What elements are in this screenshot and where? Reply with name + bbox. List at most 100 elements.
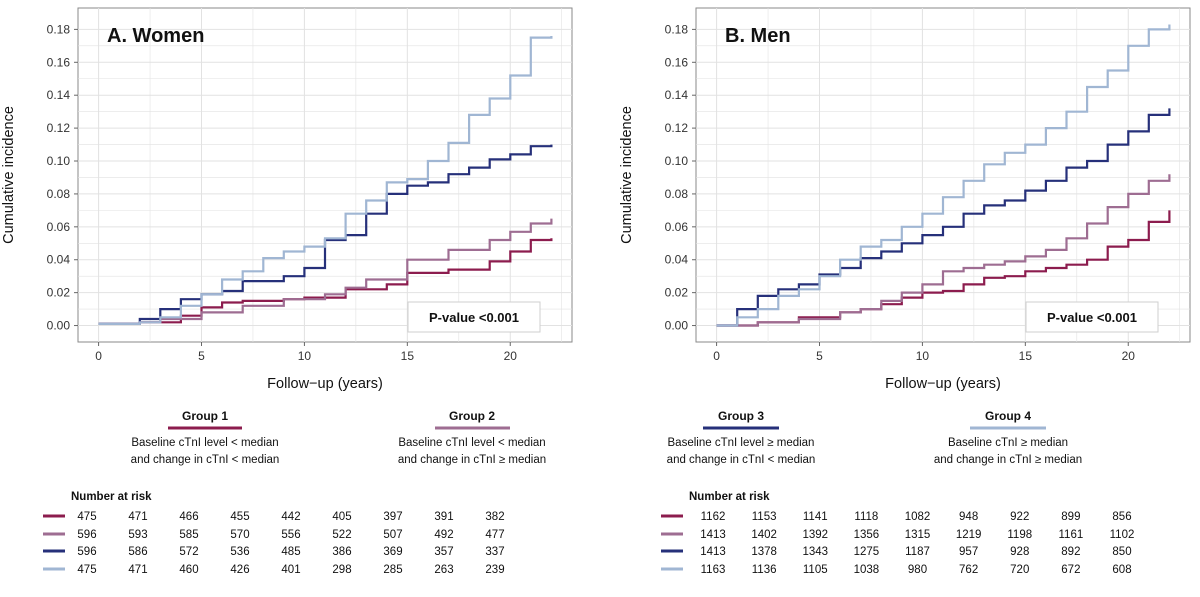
y-tick-label: 0.08 <box>47 187 71 201</box>
risk-cell: 1102 <box>1110 529 1135 541</box>
risk-cell: 442 <box>281 511 300 523</box>
risk-cell: 556 <box>281 529 300 541</box>
risk-cell: 570 <box>230 529 249 541</box>
risk-cell: 386 <box>332 546 351 558</box>
risk-cell: 466 <box>179 511 198 523</box>
risk-cell: 1153 <box>752 511 777 523</box>
risk-cell: 596 <box>77 546 96 558</box>
risk-table-men: Number at risk 1162 1153 1141 1118 1082 948 92… <box>661 491 1134 576</box>
y-tick-label: 0.14 <box>665 88 689 102</box>
legend-group-desc: Baseline cTnI level ≥ median <box>668 437 815 449</box>
x-tick-labels: 0 5 10 15 20 <box>95 342 517 363</box>
risk-cell: 1141 <box>803 511 828 523</box>
x-tick-label: 10 <box>298 349 312 363</box>
y-tick-label: 0.16 <box>665 55 689 69</box>
risk-cell: 1413 <box>700 529 726 541</box>
legend-group-title: Group 3 <box>718 409 764 423</box>
legend-group-desc: and change in cTnI ≥ median <box>398 454 546 466</box>
y-tick-label: 0.02 <box>665 286 689 300</box>
x-tick-label: 10 <box>916 349 930 363</box>
x-tick-label: 0 <box>95 349 102 363</box>
legend-group-4: Group 4 Baseline cTnI ≥ median and chang… <box>934 409 1082 466</box>
series-line-group-2 <box>98 218 553 325</box>
series-line-group-4 <box>98 36 553 325</box>
legend-group-desc: Baseline cTnI ≥ median <box>948 437 1068 449</box>
y-tick-label: 0.10 <box>665 154 689 168</box>
y-tick-label: 0.12 <box>47 121 71 135</box>
risk-cell: 856 <box>1112 511 1131 523</box>
risk-cell: 1136 <box>752 564 777 576</box>
x-tick-label: 5 <box>198 349 205 363</box>
y-axis-label: Cumulative incidence <box>1 106 17 244</box>
x-tick-label: 15 <box>401 349 415 363</box>
risk-cell: 1163 <box>701 564 726 576</box>
risk-cell: 1187 <box>905 546 930 558</box>
series-lines <box>98 36 553 325</box>
risk-cell: 850 <box>1112 546 1131 558</box>
risk-cell: 922 <box>1010 511 1029 523</box>
risk-cell: 492 <box>434 529 453 541</box>
risk-cell: 475 <box>77 564 96 576</box>
series-lines <box>716 24 1171 327</box>
risk-cell: 1038 <box>854 564 880 576</box>
pvalue-text: P-value <0.001 <box>429 310 519 325</box>
panel-title: B. Men <box>725 25 791 47</box>
pvalue-text: P-value <0.001 <box>1047 310 1137 325</box>
risk-cell: 507 <box>383 529 402 541</box>
legend-group-desc: Baseline cTnI level < median <box>398 437 545 449</box>
y-tick-label: 0.06 <box>47 220 71 234</box>
risk-cell: 397 <box>383 511 402 523</box>
risk-cell: 263 <box>434 564 453 576</box>
x-tick-label: 0 <box>713 349 720 363</box>
y-tick-label: 0.00 <box>47 319 71 333</box>
risk-cell: 298 <box>332 564 351 576</box>
legend-group-2: Group 2 Baseline cTnI level < median and… <box>398 409 546 466</box>
y-tick-label: 0.16 <box>47 55 71 69</box>
y-tick-label: 0.04 <box>47 253 71 267</box>
series-line-group-3 <box>716 108 1171 327</box>
risk-cell: 391 <box>434 511 453 523</box>
x-tick-label: 15 <box>1019 349 1033 363</box>
risk-cell: 957 <box>959 546 978 558</box>
legend-group-title: Group 2 <box>449 409 495 423</box>
plot-area <box>695 7 1191 343</box>
risk-cell: 357 <box>434 546 453 558</box>
risk-cell: 593 <box>128 529 147 541</box>
risk-cell: 1198 <box>1007 529 1032 541</box>
risk-cell: 948 <box>959 511 978 523</box>
risk-cell: 608 <box>1112 564 1131 576</box>
risk-cell: 1162 <box>701 511 726 523</box>
legend-group-desc: and change in cTnI < median <box>131 454 280 466</box>
x-tick-label: 5 <box>816 349 823 363</box>
risk-cell: 1219 <box>956 529 982 541</box>
risk-cell: 1413 <box>700 546 726 558</box>
panel-men: B. Men P-value <0.001 0.000.020.040.060.… <box>619 7 1191 392</box>
risk-cell: 586 <box>128 546 147 558</box>
risk-cell: 522 <box>332 529 351 541</box>
y-tick-labels: 0.00 0.02 0.04 0.06 0.08 0.10 0.12 0.14 0.16 0.18 <box>665 22 696 333</box>
risk-cell: 928 <box>1010 546 1029 558</box>
risk-cell: 1105 <box>803 564 828 576</box>
risk-cell: 369 <box>383 546 402 558</box>
risk-cell: 405 <box>332 511 351 523</box>
risk-cell: 485 <box>281 546 300 558</box>
y-tick-label: 0.18 <box>47 22 71 36</box>
risk-cell: 1275 <box>854 546 880 558</box>
risk-cell: 892 <box>1061 546 1080 558</box>
legend-group-3: Group 3 Baseline cTnI level ≥ median and… <box>667 409 816 466</box>
plot-area <box>77 7 573 343</box>
y-tick-label: 0.18 <box>665 22 689 36</box>
risk-table-title: Number at risk <box>689 491 770 503</box>
risk-table-title: Number at risk <box>71 491 152 503</box>
risk-cell: 382 <box>485 511 504 523</box>
risk-cell: 285 <box>383 564 402 576</box>
risk-cell: 1343 <box>802 546 828 558</box>
risk-table-women: Number at risk 475 471 466 455 442 405 397 391 3… <box>43 491 505 576</box>
y-tick-label: 0.04 <box>665 253 689 267</box>
y-tick-label: 0.14 <box>47 88 71 102</box>
y-tick-label: 0.10 <box>47 154 71 168</box>
series-line-group-4 <box>716 24 1171 327</box>
risk-cell: 980 <box>908 564 927 576</box>
risk-cell: 585 <box>179 529 198 541</box>
